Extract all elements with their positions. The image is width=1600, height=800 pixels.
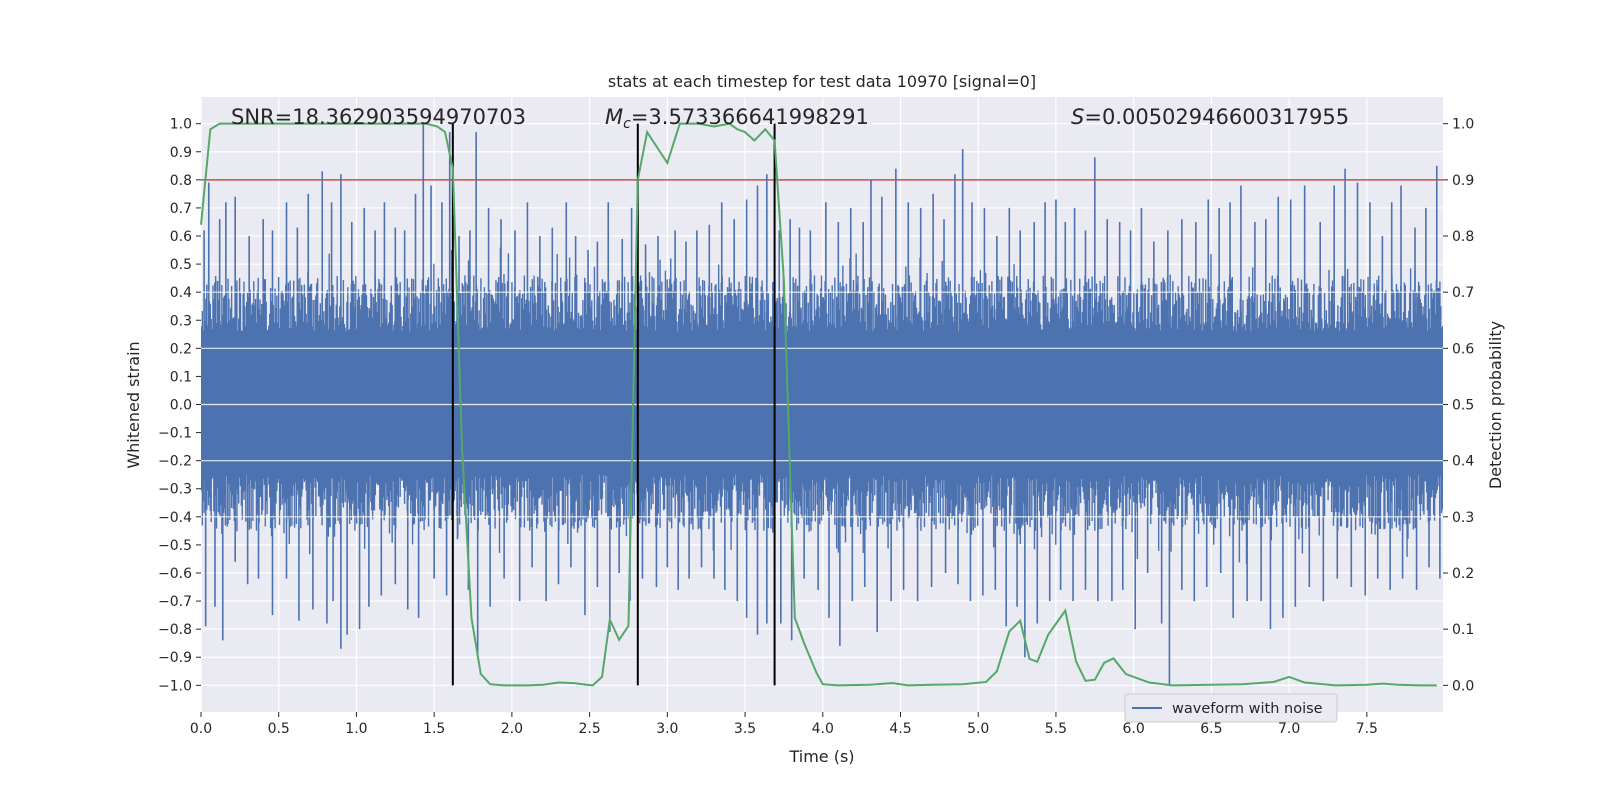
legend-box <box>1124 693 1338 723</box>
waveform-series <box>201 123 1443 686</box>
y2-tick-label: 0.5 <box>1452 398 1474 414</box>
y-tick-label: −0.6 <box>158 566 192 582</box>
y2-tick-label: 0.7 <box>1452 285 1474 301</box>
y-tick-label: −0.3 <box>158 482 192 498</box>
y-tick-label: 1.0 <box>170 117 192 133</box>
x-axis-label: Time (s) <box>788 747 854 766</box>
y2-tick-label: 0.1 <box>1452 622 1474 638</box>
x-tick-label: 5.0 <box>967 721 989 737</box>
x-tick-label: 6.0 <box>1123 721 1145 737</box>
x-tick-label: 7.0 <box>1278 721 1300 737</box>
y-tick-label: 0.9 <box>170 145 192 161</box>
x-tick-label: 3.0 <box>656 721 678 737</box>
s-annotation: S=0.00502946600317955 <box>1071 105 1349 129</box>
y2-tick-label: 0.0 <box>1452 678 1474 694</box>
chart-title: stats at each timestep for test data 109… <box>608 72 1036 91</box>
overlay-lines <box>200 122 1443 687</box>
x-tick-label: 3.5 <box>734 721 756 737</box>
legend-label: waveform with noise <box>1172 701 1323 717</box>
y-tick-label: −0.9 <box>158 650 192 666</box>
y-tick-label: 0.0 <box>170 398 192 414</box>
y-tick-label: 0.4 <box>170 285 192 301</box>
x-tick-label: 0.5 <box>268 721 290 737</box>
snr-annotation: SNR=18.362903594970703 <box>231 105 526 129</box>
x-tick-label: 1.0 <box>345 721 367 737</box>
y-tick-label: 0.7 <box>170 201 192 217</box>
y2-tick-label: 0.4 <box>1452 454 1474 470</box>
x-tick-label: 2.5 <box>578 721 600 737</box>
chirp-mass-annotation: Mc=3.573366641998291 <box>605 105 869 132</box>
y2-tick-label: 0.6 <box>1452 341 1474 357</box>
x-tick-label: 4.5 <box>889 721 911 737</box>
y2-tick-label: 0.2 <box>1452 566 1474 582</box>
legend: waveform with noise <box>1124 693 1338 723</box>
y2-tick-label: 0.9 <box>1452 173 1474 189</box>
x-tick-label: 1.5 <box>423 721 445 737</box>
y-tick-label: −0.5 <box>158 538 192 554</box>
y2-tick-label: 0.3 <box>1452 510 1474 526</box>
y-tick-label: 0.2 <box>170 341 192 357</box>
y-tick-label: 0.5 <box>170 257 192 273</box>
x-tick-label: 0.0 <box>190 721 212 737</box>
y2-axis-label: Detection probability <box>1486 321 1505 489</box>
axis-ticks: 0.0 0.5 1.0 1.5 2.0 2.5 3.0 3.5 4.0 4.5 5.0 5.5 6.0 6… <box>158 117 1474 737</box>
y-tick-label: 0.6 <box>170 229 192 245</box>
y-tick-label: −0.2 <box>158 454 192 470</box>
x-tick-label: 7.5 <box>1356 721 1378 737</box>
x-tick-label: 5.5 <box>1045 721 1067 737</box>
detection-probability-line <box>200 122 1437 687</box>
x-tick-label: 6.5 <box>1200 721 1222 737</box>
y-tick-label: −0.7 <box>158 594 192 610</box>
y-tick-label: −0.1 <box>158 426 192 442</box>
y-tick-label: −0.8 <box>158 622 192 638</box>
x-tick-label: 2.0 <box>501 721 523 737</box>
y-tick-label: 0.3 <box>170 313 192 329</box>
x-tick-label: 4.0 <box>812 721 834 737</box>
y-tick-label: −0.4 <box>158 510 192 526</box>
y-tick-label: 0.1 <box>170 369 192 385</box>
y-tick-label: −1.0 <box>158 678 192 694</box>
y2-tick-label: 1.0 <box>1452 117 1474 133</box>
y-axis-label: Whitened strain <box>124 341 143 468</box>
y-tick-label: 0.8 <box>170 173 192 189</box>
y2-tick-label: 0.8 <box>1452 229 1474 245</box>
